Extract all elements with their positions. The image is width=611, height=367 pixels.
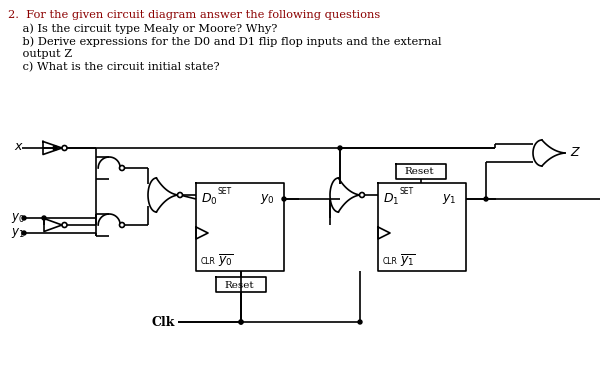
Circle shape	[239, 320, 243, 324]
Circle shape	[282, 197, 286, 201]
Text: b) Derive expressions for the D0 and D1 flip flop inputs and the external: b) Derive expressions for the D0 and D1 …	[8, 36, 442, 47]
Circle shape	[359, 193, 365, 197]
Circle shape	[42, 216, 46, 220]
Circle shape	[62, 145, 67, 150]
Text: Clk: Clk	[152, 316, 175, 328]
Text: output Z: output Z	[8, 49, 72, 59]
Text: SET: SET	[400, 186, 414, 196]
Text: $y_0$: $y_0$	[260, 192, 275, 206]
Circle shape	[358, 320, 362, 324]
Text: Reset: Reset	[224, 280, 254, 290]
Text: c) What is the circuit initial state?: c) What is the circuit initial state?	[8, 62, 219, 72]
Text: $\overline{y_1}$: $\overline{y_1}$	[400, 253, 415, 269]
Text: $Z$: $Z$	[570, 145, 581, 159]
Circle shape	[484, 197, 488, 201]
Circle shape	[178, 193, 183, 197]
Text: $x$: $x$	[14, 141, 24, 153]
Circle shape	[120, 166, 125, 171]
Text: $y_1$: $y_1$	[442, 192, 456, 206]
Circle shape	[53, 146, 57, 150]
Circle shape	[120, 222, 125, 228]
Text: a) Is the circuit type Mealy or Moore? Why?: a) Is the circuit type Mealy or Moore? W…	[8, 23, 277, 33]
Text: $y_0$: $y_0$	[11, 211, 25, 225]
Text: $\overline{y_0}$: $\overline{y_0}$	[218, 253, 233, 269]
Circle shape	[62, 222, 67, 228]
Circle shape	[338, 146, 342, 150]
Circle shape	[239, 320, 243, 324]
Text: SET: SET	[218, 186, 232, 196]
Circle shape	[22, 231, 26, 235]
Circle shape	[22, 216, 26, 220]
Text: CLR: CLR	[201, 257, 216, 265]
Text: $y_1$: $y_1$	[11, 226, 24, 240]
Text: CLR: CLR	[383, 257, 398, 265]
Text: $D_0$: $D_0$	[201, 192, 218, 207]
Text: 2.  For the given circuit diagram answer the following questions: 2. For the given circuit diagram answer …	[8, 10, 380, 20]
Text: Reset: Reset	[404, 167, 434, 177]
Text: $D_1$: $D_1$	[383, 192, 400, 207]
